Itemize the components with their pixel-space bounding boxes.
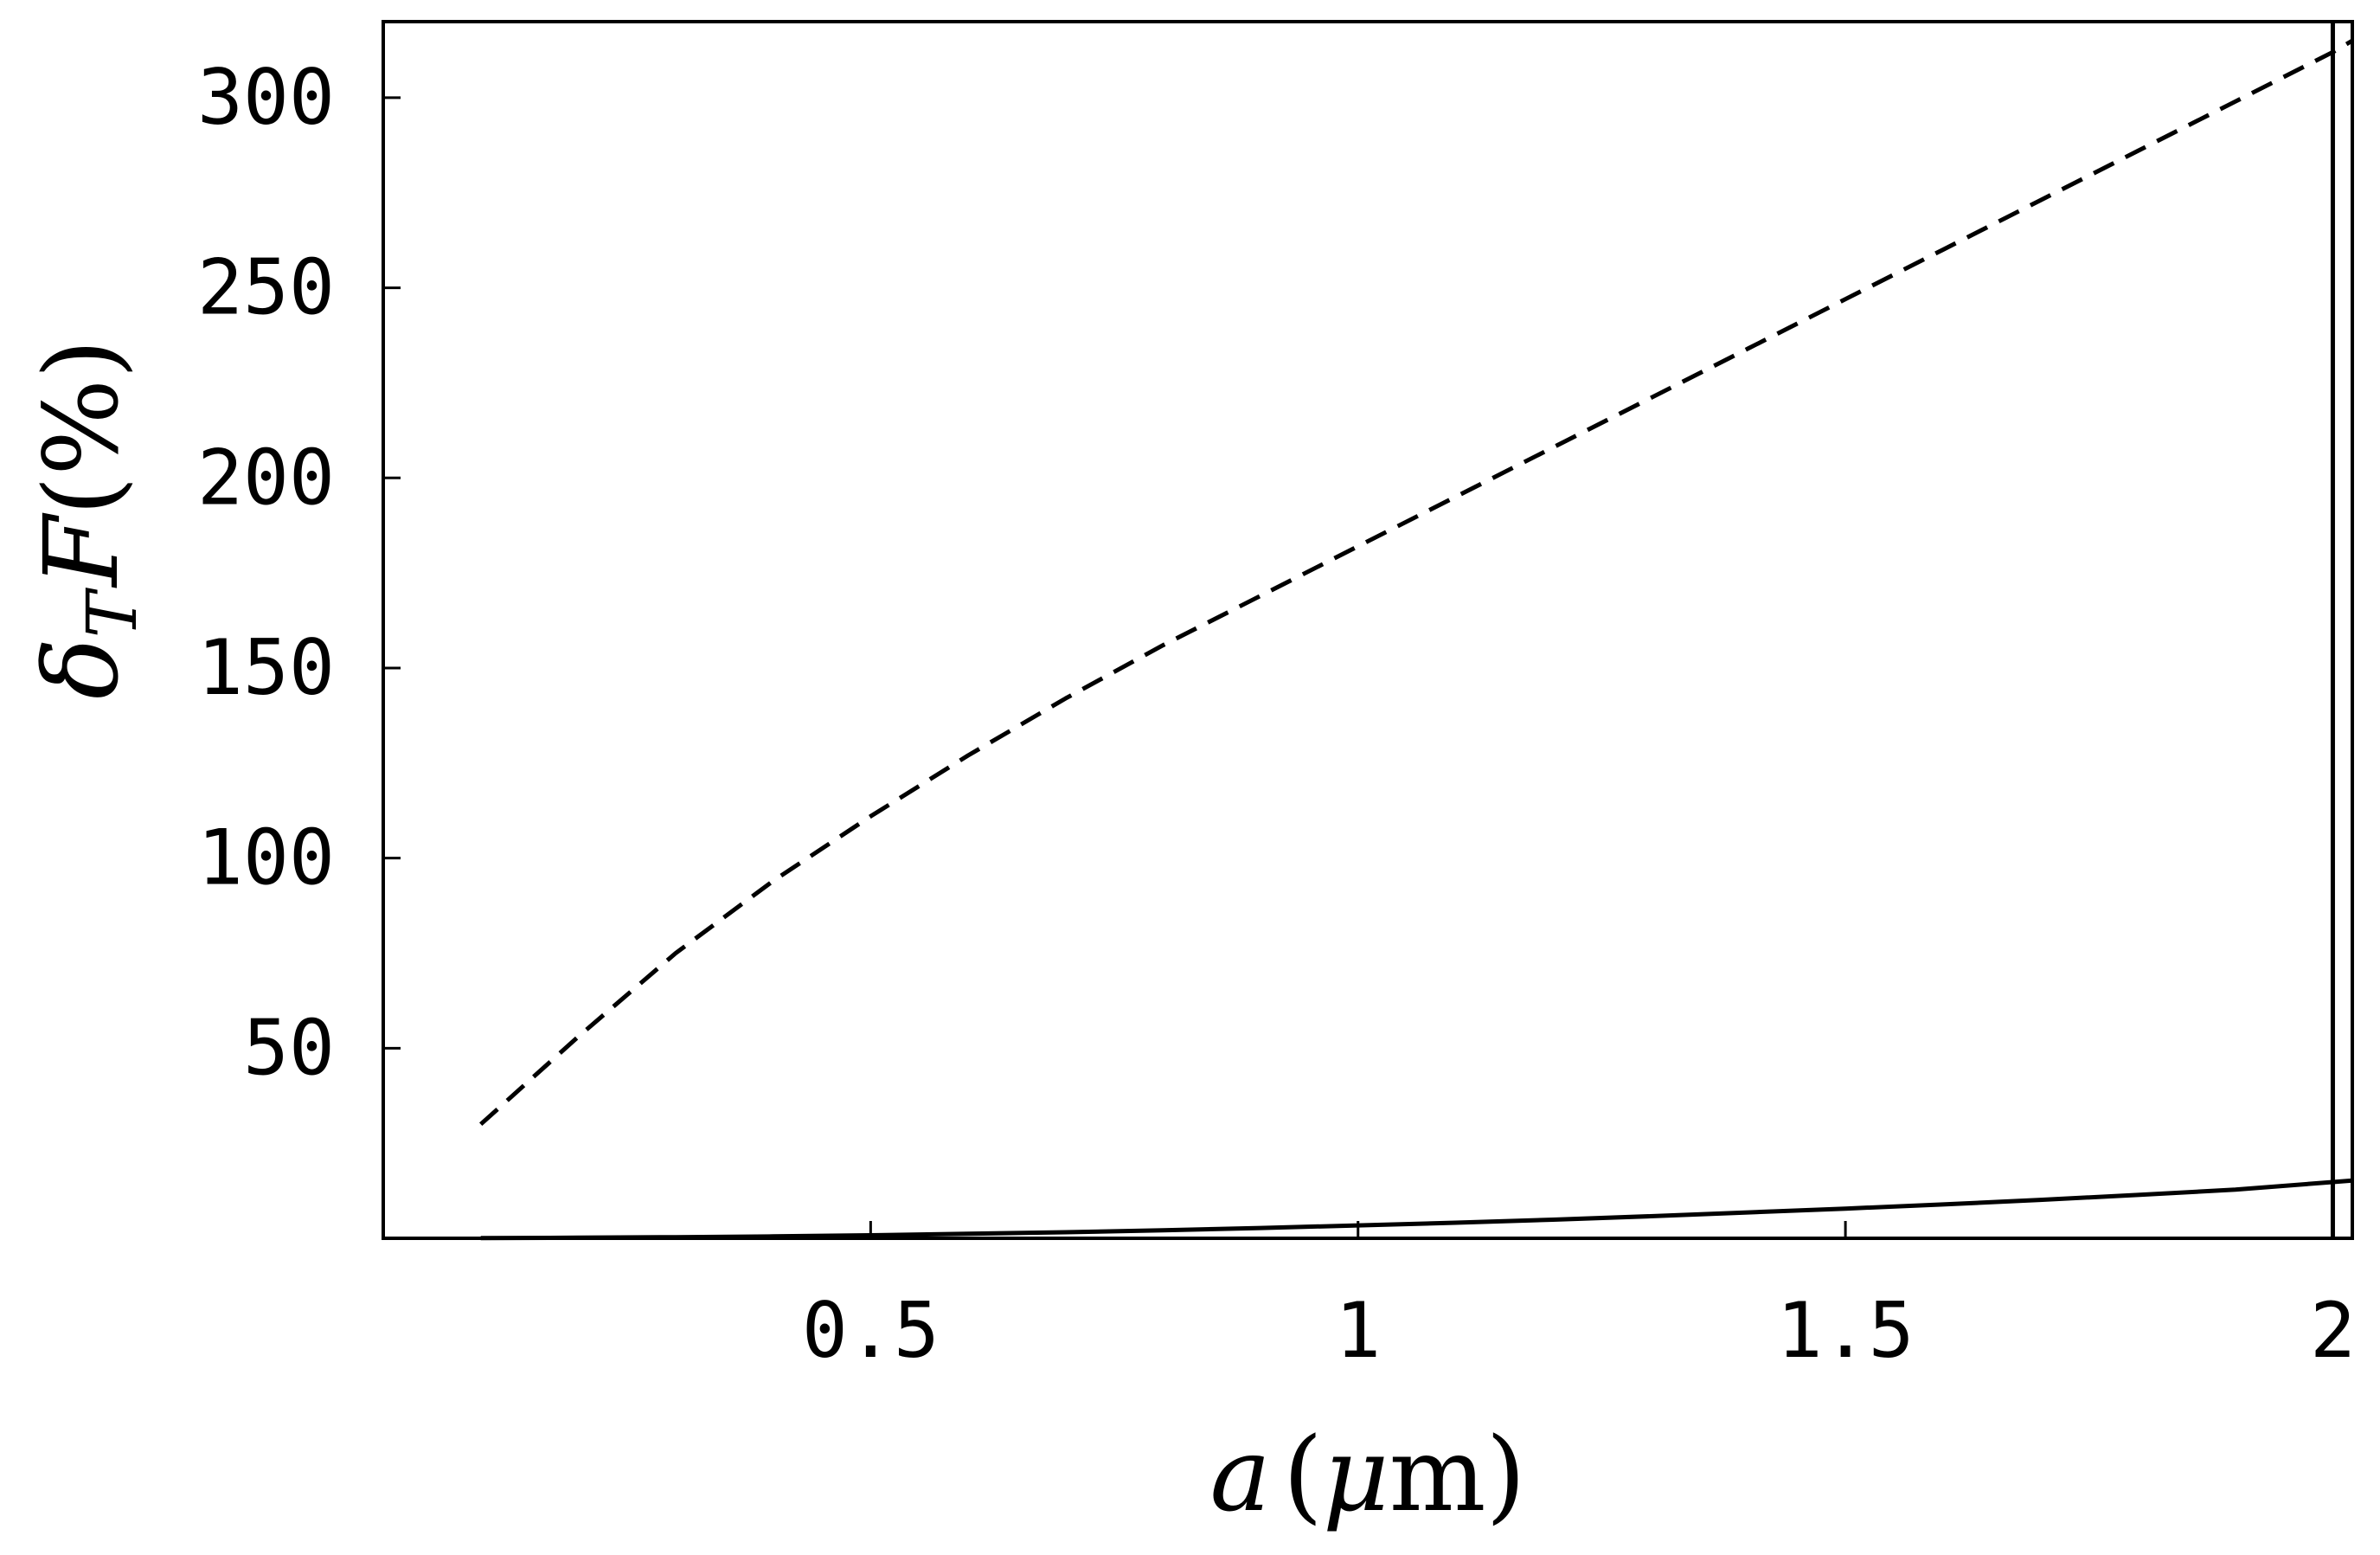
- series-line-dashed: [479, 38, 2354, 1127]
- y-axis-label: δTF(%): [22, 339, 152, 699]
- x-tick-label: 1: [1335, 1286, 1381, 1375]
- x-tick-label: 0.5: [802, 1286, 940, 1375]
- x-axis-label: a (μm): [1209, 1415, 1525, 1534]
- x-axis-ticks: 0.5 1 1.5 2: [802, 1221, 2356, 1375]
- series-layer: [479, 38, 2354, 1241]
- series-line-solid: [480, 1178, 2353, 1241]
- y-axis-ticks: 50 100 150 200 250 300: [197, 53, 401, 1092]
- y-tick-label: 200: [197, 433, 335, 522]
- plot-frame: [382, 20, 2354, 1240]
- x-tick-label: 2: [2310, 1286, 2356, 1375]
- y-tick-label: 50: [243, 1003, 335, 1092]
- y-tick-label: 250: [197, 243, 335, 332]
- x-tick-label: 1.5: [1777, 1286, 1915, 1375]
- y-tick-label: 150: [197, 623, 335, 712]
- y-tick-label: 100: [197, 813, 335, 903]
- y-tick-label: 300: [197, 53, 335, 142]
